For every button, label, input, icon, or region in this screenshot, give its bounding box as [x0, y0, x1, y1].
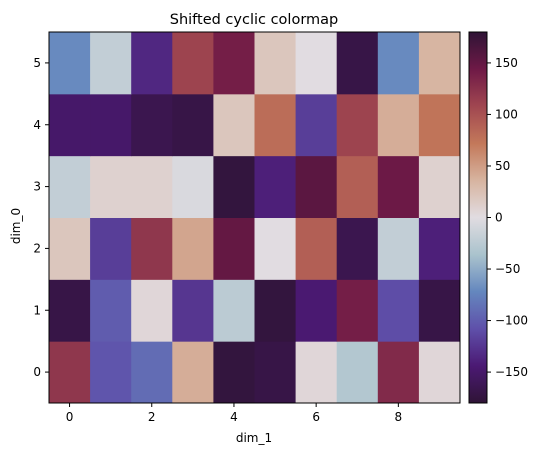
- heatmap-cell: [336, 279, 379, 342]
- heatmap-cell: [336, 217, 379, 280]
- heatmap-cell: [172, 279, 214, 342]
- heatmap-cell: [377, 155, 420, 218]
- heatmap-cell: [295, 217, 338, 280]
- x-tick-label: 8: [395, 410, 403, 424]
- heatmap-cell: [90, 32, 132, 95]
- heatmap-cell: [336, 341, 379, 404]
- heatmap-cell: [172, 341, 214, 404]
- heatmap-cell: [131, 279, 173, 342]
- heatmap-cell: [172, 32, 214, 95]
- colorbar-tick-label: 50: [495, 159, 510, 173]
- heatmap-cell: [213, 32, 255, 95]
- x-tick-label: 6: [312, 410, 320, 424]
- heatmap-cell: [49, 279, 91, 342]
- heatmap-cell: [213, 341, 255, 404]
- heatmap-cell: [336, 93, 379, 157]
- y-tick-label: 2: [33, 241, 41, 255]
- heatmap-cell: [254, 217, 297, 280]
- y-tick-label: 0: [33, 365, 41, 379]
- heatmap-cell: [172, 155, 214, 218]
- heatmap-cell: [418, 155, 461, 218]
- plot-frame: [48, 31, 461, 404]
- heatmap-cell: [49, 217, 91, 280]
- x-axis: 0 2 4 6 8: [66, 403, 402, 424]
- chart-title: Shifted cyclic colormap: [170, 12, 339, 28]
- y-tick-label: 1: [33, 303, 41, 317]
- x-axis-label: dim_1: [236, 431, 272, 445]
- y-tick-label: 4: [33, 118, 41, 132]
- heatmap-cell: [336, 155, 379, 218]
- heatmap-cell: [418, 341, 461, 404]
- heatmap-cell: [295, 279, 338, 342]
- colorbar-tick-label: −100: [495, 314, 528, 328]
- heatmap-cell: [90, 217, 132, 280]
- heatmap-cell: [254, 155, 297, 218]
- colorbar-tick-label: −150: [495, 365, 528, 379]
- y-axis: 0 1 2 3 4 5: [33, 56, 49, 379]
- heatmap-cell: [377, 279, 420, 342]
- heatmap-cells: [49, 32, 461, 404]
- heatmap-cell: [295, 155, 338, 218]
- x-tick-label: 0: [66, 410, 74, 424]
- heatmap-cell: [172, 217, 214, 280]
- heatmap-cell: [295, 341, 338, 404]
- heatmap-cell: [131, 32, 173, 95]
- heatmap-cell: [377, 32, 420, 95]
- colorbar-tick-label: 150: [495, 56, 518, 70]
- heatmap-cell: [295, 32, 338, 95]
- y-tick-label: 5: [33, 56, 41, 70]
- heatmap-cell: [49, 155, 91, 218]
- heatmap-cell: [49, 93, 91, 157]
- heatmap-cell: [295, 93, 338, 157]
- heatmap-cell: [131, 155, 173, 218]
- heatmap-cell: [213, 155, 255, 218]
- heatmap-cell: [377, 341, 420, 404]
- heatmap-cell: [418, 32, 461, 95]
- x-tick-label: 2: [148, 410, 156, 424]
- heatmap-cell: [418, 217, 461, 280]
- heatmap-cell: [213, 93, 255, 157]
- y-tick-label: 3: [33, 180, 41, 194]
- heatmap-cell: [90, 279, 132, 342]
- heatmap-cell: [254, 279, 297, 342]
- heatmap-cell: [336, 32, 379, 95]
- heatmap-cell: [172, 93, 214, 157]
- heatmap-cell: [213, 279, 255, 342]
- heatmap-cell: [418, 279, 461, 342]
- colorbar: [469, 32, 487, 403]
- colorbar-tick-label: −50: [495, 262, 520, 276]
- colorbar-tick-label: 100: [495, 107, 518, 121]
- heatmap-cell: [131, 93, 173, 157]
- y-axis-label: dim_0: [9, 208, 23, 244]
- heatmap-cell: [131, 341, 173, 404]
- heatmap-cell: [254, 341, 297, 404]
- heatmap-cell: [254, 93, 297, 157]
- heatmap-cell: [90, 341, 132, 404]
- heatmap-cell: [377, 217, 420, 280]
- heatmap-cell: [131, 217, 173, 280]
- heatmap-cell: [49, 341, 91, 404]
- heatmap-cell: [90, 155, 132, 218]
- heatmap-cell: [213, 217, 255, 280]
- heatmap-cell: [49, 32, 91, 95]
- colorbar-tick-label: 0: [495, 211, 503, 225]
- heatmap-cell: [418, 93, 461, 157]
- heatmap-cell: [254, 32, 297, 95]
- x-tick-label: 4: [230, 410, 238, 424]
- colorbar-axis: −150 −100 −50 0 50 100 150: [487, 56, 528, 379]
- heatmap-cell: [377, 93, 420, 157]
- heatmap-cell: [90, 93, 132, 157]
